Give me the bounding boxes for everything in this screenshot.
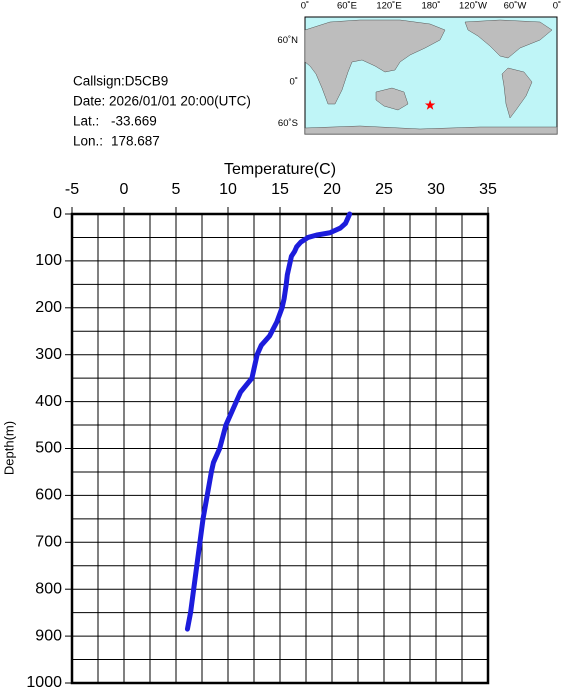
map-lat-label: 60˚N: [277, 35, 298, 46]
map-lat-label: 60˚S: [278, 118, 298, 129]
temperature-profile: [184, 211, 353, 632]
map-australia: [375, 87, 409, 111]
x-tick-label: 35: [479, 181, 497, 198]
date: Date: 2026/01/01 20:00(UTC): [73, 94, 251, 109]
y-tick-label: 300: [35, 346, 62, 363]
y-tick-label: 500: [35, 440, 62, 457]
plot-frame: [70, 212, 490, 685]
map-antarctica: [304, 125, 558, 135]
y-tick-label: 800: [35, 580, 62, 597]
lon-value: 178.687: [111, 134, 160, 149]
x-tick-label: 0: [120, 181, 129, 198]
map-eurasia-africa: [304, 19, 446, 105]
map-south-america: [501, 67, 533, 119]
x-tick-label: 5: [172, 181, 181, 198]
y-tick-label: 400: [35, 393, 62, 410]
y-tick-label: 700: [35, 534, 62, 551]
x-tick-label: 25: [375, 181, 393, 198]
world-map: [304, 16, 558, 135]
y-tick-label: 1000: [26, 674, 62, 690]
x-tick-label: 20: [323, 181, 341, 198]
x-tick-label: 30: [427, 181, 445, 198]
map-lon-label: 0˚: [553, 1, 561, 12]
map-lon-label: 120˚W: [459, 1, 487, 12]
lon-label: Lon.:: [73, 134, 103, 149]
y-tick-label: 600: [35, 487, 62, 504]
map-lon-label: 0˚: [301, 1, 309, 12]
x-tick-label: 15: [271, 181, 289, 198]
y-tick-label: 100: [35, 252, 62, 269]
map-north-america: [464, 19, 553, 59]
x-tick-label: 10: [219, 181, 237, 198]
x-axis-label: Temperature(C): [224, 161, 336, 178]
map-lon-label: 60˚E: [337, 1, 357, 12]
callsign: Callsign:D5CB9: [73, 74, 168, 89]
x-tick-label: -5: [65, 181, 79, 198]
map-lat-label: 0˚: [290, 77, 298, 88]
y-axis-label: Depth(m): [1, 421, 16, 475]
y-tick-label: 900: [35, 627, 62, 644]
map-lon-label: 60˚W: [504, 1, 527, 12]
map-lon-label: 120˚E: [376, 1, 401, 12]
y-tick-label: 0: [53, 205, 62, 222]
station-marker: [424, 99, 436, 110]
y-tick-label: 200: [35, 299, 62, 316]
lat-label: Lat.:: [73, 114, 99, 129]
lat-value: -33.669: [111, 114, 157, 129]
map-lon-label: 180˚: [421, 1, 440, 12]
